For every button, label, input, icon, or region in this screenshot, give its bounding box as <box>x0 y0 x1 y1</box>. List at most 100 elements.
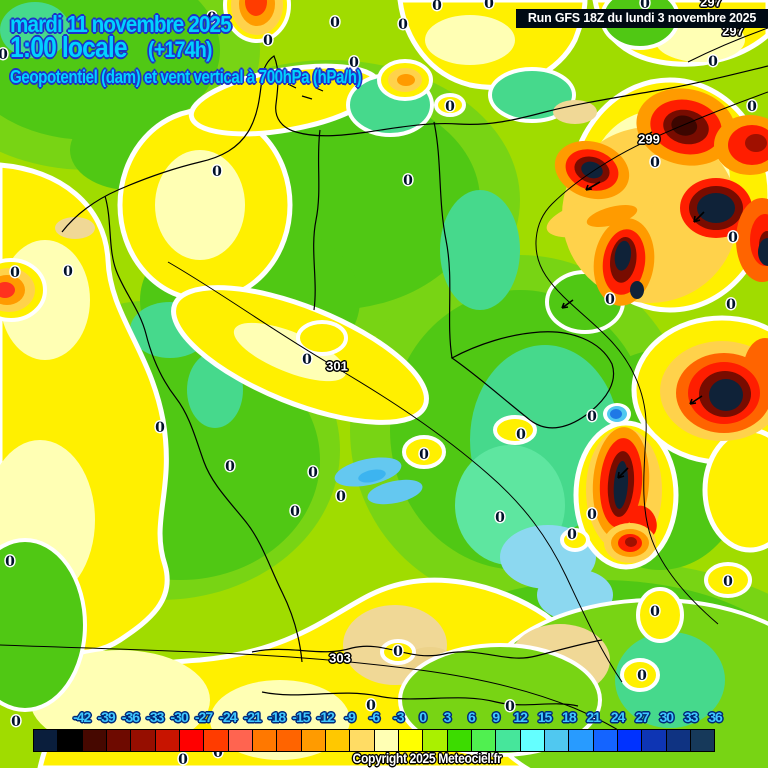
vertical-velocity-zero-label: 0 <box>330 15 340 31</box>
scale-cell <box>422 729 448 752</box>
vertical-velocity-zero-label: 0 <box>207 10 217 26</box>
vertical-velocity-zero-label: 0 <box>302 352 312 368</box>
scale-label: -3 <box>393 709 404 725</box>
scale-label: 18 <box>562 709 577 725</box>
scale-label: 33 <box>683 709 699 725</box>
scale-label: 30 <box>659 709 674 725</box>
scale-label: -9 <box>344 709 355 725</box>
scale-cell <box>130 729 156 752</box>
scale-label: -21 <box>243 709 262 725</box>
scale-cell <box>324 729 351 752</box>
vertical-velocity-zero-label: 0 <box>398 17 408 33</box>
vertical-velocity-zero-label: 0 <box>484 0 494 12</box>
run-info-bar: Run GFS 18Z du lundi 3 novembre 2025 <box>516 9 768 28</box>
vertical-velocity-zero-label: 0 <box>5 554 15 570</box>
vertical-velocity-zero-label: 0 <box>637 668 647 684</box>
scale-label: -33 <box>146 709 164 725</box>
vertical-velocity-zero-label: 0 <box>587 507 597 523</box>
vertical-velocity-zero-label: 0 <box>495 510 505 526</box>
scale-cell <box>251 729 278 752</box>
vertical-velocity-zero-label: 0 <box>178 752 188 768</box>
color-scale-cells <box>33 729 716 752</box>
scale-label: -24 <box>219 709 237 725</box>
scale-label: -12 <box>316 709 335 725</box>
vertical-velocity-zero-label: 0 <box>650 155 660 171</box>
vertical-velocity-zero-label: 0 <box>747 99 757 115</box>
vertical-velocity-zero-label: 0 <box>212 164 222 180</box>
scale-label: 27 <box>635 709 650 725</box>
scale-label: 3 <box>443 709 452 725</box>
scale-cell <box>446 729 472 752</box>
scale-cell <box>33 729 59 752</box>
scale-cell <box>373 729 399 752</box>
vertical-velocity-zero-label: 0 <box>432 0 442 14</box>
scale-label: -39 <box>97 709 115 725</box>
map-subtitle: Geopotentiel (dam) et vent vertical à 70… <box>10 67 362 87</box>
scale-label: -36 <box>121 709 140 725</box>
time-title: 1:00 locale <box>10 32 128 64</box>
scale-cell <box>519 729 545 752</box>
vertical-velocity-zero-label: 0 <box>225 459 235 475</box>
vertical-velocity-zero-label: 0 <box>308 465 318 481</box>
date-title: mardi 11 novembre 2025 <box>10 11 232 37</box>
scale-label: 24 <box>610 709 626 725</box>
vertical-velocity-zero-label: 0 <box>419 447 429 463</box>
vertical-velocity-zero-label: 0 <box>445 99 455 115</box>
forecast-offset: (+174h) <box>148 37 212 62</box>
scale-label: 12 <box>513 709 528 725</box>
scale-cell <box>543 729 570 752</box>
geopotential-contour-label: 297 <box>700 0 722 10</box>
vertical-velocity-zero-label: 0 <box>728 230 738 246</box>
vertical-velocity-zero-label: 0 <box>726 297 736 313</box>
vertical-velocity-zero-label: 0 <box>349 55 359 71</box>
vertical-velocity-zero-label: 0 <box>605 292 615 308</box>
vertical-velocity-zero-label: 0 <box>155 420 165 436</box>
vertical-velocity-zero-label: 0 <box>336 489 346 505</box>
vertical-velocity-zero-label: 0 <box>403 173 413 189</box>
scale-cell <box>227 729 253 752</box>
vertical-velocity-zero-label: 0 <box>708 54 718 70</box>
copyright-label: Copyright 2025 Meteociel.fr <box>352 751 502 766</box>
scale-label: -18 <box>267 709 286 725</box>
scale-cell <box>689 729 716 752</box>
vertical-velocity-zero-label: 0 <box>0 47 8 63</box>
scale-cell <box>154 729 180 752</box>
scale-label: 15 <box>537 709 553 725</box>
scale-label: -30 <box>170 709 189 725</box>
vertical-velocity-zero-label: 0 <box>650 604 660 620</box>
scale-label: 36 <box>708 709 723 725</box>
vertical-velocity-zero-label: 0 <box>263 33 273 49</box>
scale-cell <box>495 729 521 752</box>
vertical-velocity-zero-label: 0 <box>63 264 73 280</box>
scale-cell <box>203 729 229 752</box>
geopotential-contour-label: 303 <box>329 650 351 666</box>
scale-cell <box>616 729 643 752</box>
vertical-velocity-zero-label: 0 <box>290 504 300 520</box>
scale-cell <box>349 729 375 752</box>
color-scale-labels: -42 -39 -36 -33 -30 -27 -24 -21 -18 -15 -12 -9 -6 -3 0… <box>0 709 768 727</box>
scale-cell <box>665 729 691 752</box>
scale-label: 6 <box>468 709 476 725</box>
scale-cell <box>81 729 107 752</box>
scale-cell <box>641 729 667 752</box>
vertical-velocity-zero-label: 0 <box>640 0 650 12</box>
scale-label: 9 <box>492 709 500 725</box>
scale-label: -6 <box>368 709 380 725</box>
scale-label: -27 <box>194 709 213 725</box>
vertical-velocity-zero-label: 0 <box>393 644 403 660</box>
scale-label: -42 <box>73 709 91 725</box>
scale-cell <box>57 729 83 752</box>
scale-label: -15 <box>292 709 310 725</box>
scale-label: 0 <box>419 709 427 725</box>
vertical-velocity-zero-label: 0 <box>505 699 515 715</box>
vertical-velocity-zero-label: 0 <box>11 714 21 730</box>
scale-cell <box>568 729 594 752</box>
vertical-velocity-zero-label: 0 <box>516 427 526 443</box>
geopotential-contour-label: 299 <box>638 131 660 147</box>
scale-cell <box>397 729 424 752</box>
geopotential-contour-label: 301 <box>326 358 348 374</box>
vertical-velocity-zero-label: 0 <box>723 574 733 590</box>
vertical-velocity-zero-label: 0 <box>366 698 376 714</box>
